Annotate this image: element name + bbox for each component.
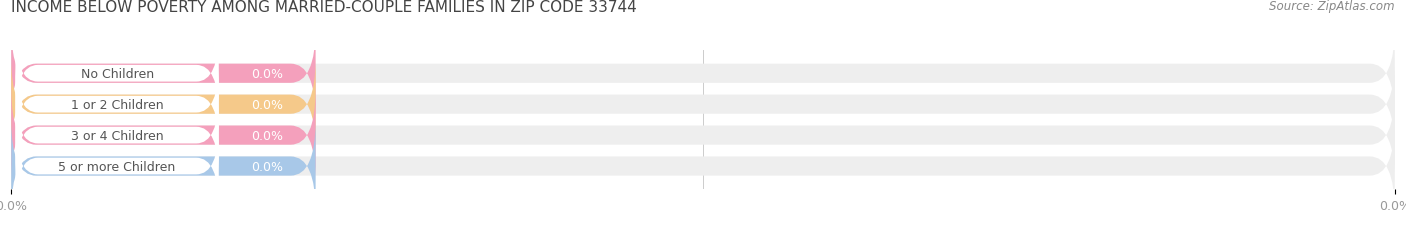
Text: 3 or 4 Children: 3 or 4 Children — [70, 129, 163, 142]
FancyBboxPatch shape — [15, 94, 219, 177]
Text: No Children: No Children — [80, 67, 153, 80]
Text: 0.0%: 0.0% — [252, 129, 283, 142]
Text: 0.0%: 0.0% — [252, 160, 283, 173]
FancyBboxPatch shape — [11, 59, 1395, 151]
Text: 1 or 2 Children: 1 or 2 Children — [70, 98, 163, 111]
FancyBboxPatch shape — [11, 28, 315, 120]
Text: INCOME BELOW POVERTY AMONG MARRIED-COUPLE FAMILIES IN ZIP CODE 33744: INCOME BELOW POVERTY AMONG MARRIED-COUPL… — [11, 0, 637, 15]
FancyBboxPatch shape — [11, 90, 1395, 181]
FancyBboxPatch shape — [11, 28, 1395, 120]
FancyBboxPatch shape — [15, 125, 219, 208]
FancyBboxPatch shape — [11, 120, 1395, 212]
FancyBboxPatch shape — [15, 32, 219, 116]
Text: Source: ZipAtlas.com: Source: ZipAtlas.com — [1270, 0, 1395, 13]
Text: 0.0%: 0.0% — [252, 98, 283, 111]
FancyBboxPatch shape — [11, 90, 315, 181]
Text: 0.0%: 0.0% — [252, 67, 283, 80]
Text: 5 or more Children: 5 or more Children — [59, 160, 176, 173]
FancyBboxPatch shape — [11, 59, 315, 151]
FancyBboxPatch shape — [11, 120, 315, 212]
FancyBboxPatch shape — [15, 63, 219, 146]
